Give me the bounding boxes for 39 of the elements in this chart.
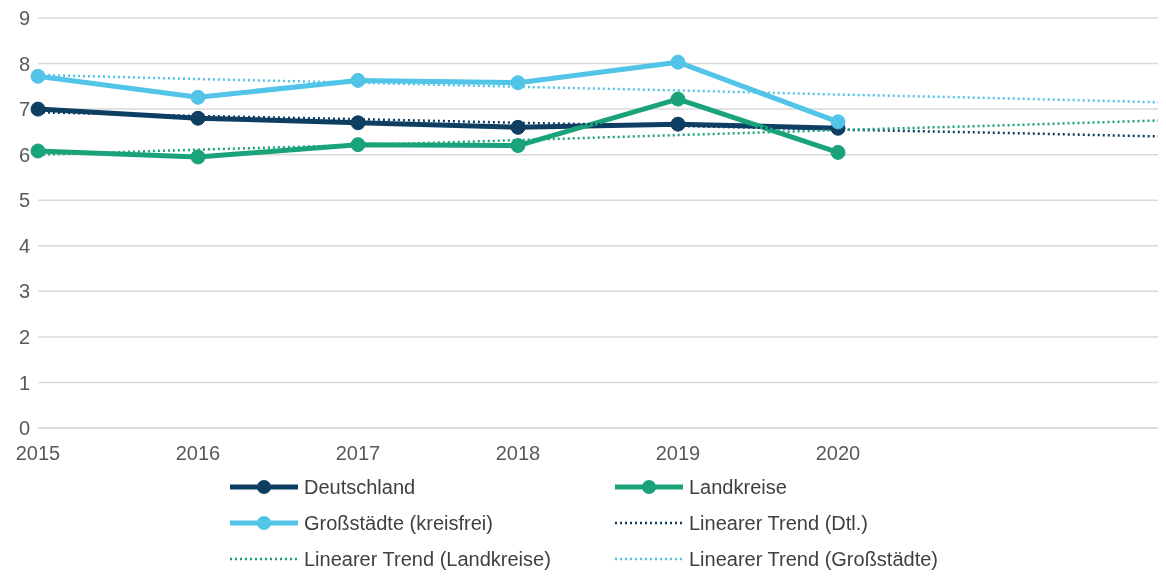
point — [350, 137, 366, 153]
y-tick-label: 0 — [18, 417, 30, 440]
point — [830, 144, 846, 160]
x-tick-label: 2019 — [655, 442, 701, 465]
point — [30, 68, 46, 84]
point — [510, 75, 526, 91]
y-tick-label: 6 — [18, 143, 30, 166]
x-tick-label: 2020 — [815, 442, 861, 465]
point — [350, 115, 366, 131]
point — [30, 143, 46, 159]
point — [830, 114, 846, 130]
legend-label: Linearer Trend (Großstädte) — [689, 547, 938, 571]
point — [190, 89, 206, 105]
point — [510, 119, 526, 135]
y-tick-label: 1 — [18, 371, 30, 394]
point — [670, 91, 686, 107]
point — [30, 101, 46, 117]
legend-label: Großstädte (kreisfrei) — [304, 511, 493, 535]
y-tick-label: 9 — [18, 7, 30, 30]
point — [350, 72, 366, 88]
x-tick-label: 2017 — [335, 442, 381, 465]
x-tick-label: 2015 — [15, 442, 61, 465]
legend-label: Linearer Trend (Landkreise) — [304, 547, 551, 571]
y-tick-label: 2 — [18, 325, 30, 348]
legend-label: Linearer Trend (Dtl.) — [689, 511, 868, 535]
point — [510, 138, 526, 154]
legend-label: Deutschland — [304, 475, 416, 499]
point — [190, 110, 206, 126]
point — [670, 54, 686, 70]
y-tick-label: 4 — [18, 234, 30, 257]
x-tick-label: 2018 — [495, 442, 541, 465]
y-tick-label: 5 — [18, 189, 30, 212]
y-tick-label: 3 — [18, 280, 30, 303]
x-tick-label: 2016 — [175, 442, 221, 465]
y-tick-label: 7 — [18, 98, 30, 121]
y-tick-label: 8 — [18, 52, 30, 75]
point — [190, 149, 206, 165]
point — [670, 116, 686, 132]
legend-label: Landkreise — [689, 475, 787, 499]
